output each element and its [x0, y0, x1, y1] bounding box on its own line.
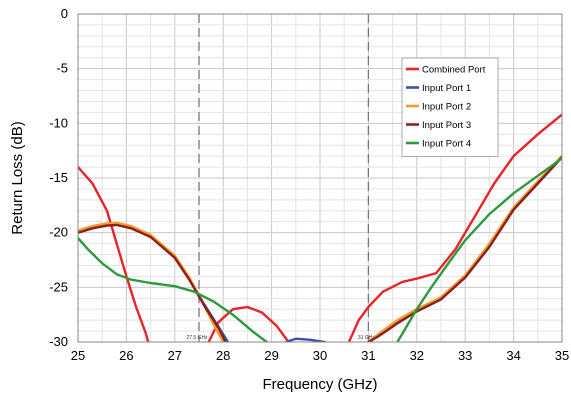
x-tick-label: 29 [264, 348, 278, 363]
y-tick-label: 0 [61, 6, 68, 21]
legend-entry: Input Port 2 [422, 102, 471, 113]
legend: Combined Port Input Port 1 Input Port 2 Inp… [401, 57, 499, 157]
series-line [367, 154, 562, 342]
series-line [284, 337, 326, 342]
marker-label: 31 GHz [358, 335, 375, 341]
series-line [396, 157, 562, 342]
x-tick-label: 27 [168, 348, 182, 363]
y-tick-labels: 0 -5 -10 -15 -20 -25 -30 [49, 6, 68, 349]
series-line [347, 113, 562, 342]
x-tick-label: 30 [313, 348, 327, 363]
x-tick-label: 35 [555, 348, 569, 363]
y-tick-label: -25 [49, 279, 68, 294]
series-lines [78, 113, 562, 342]
frequency-markers: 27.5 GHz 31 GHz [186, 14, 375, 342]
x-tick-label: 25 [71, 348, 85, 363]
series-line [207, 305, 290, 342]
x-tick-label: 31 [361, 348, 375, 363]
series-line [78, 165, 150, 342]
legend-entry: Input Port 3 [422, 120, 471, 131]
series-line [367, 156, 562, 342]
y-tick-label: -30 [49, 334, 68, 349]
x-tick-label: 33 [458, 348, 472, 363]
y-tick-label: -15 [49, 170, 68, 185]
x-tick-label: 34 [506, 348, 520, 363]
series-line [78, 223, 227, 342]
marker-label: 27.5 GHz [186, 335, 208, 341]
legend-entry: Input Port 1 [422, 83, 471, 94]
y-tick-label: -20 [49, 225, 68, 240]
x-tick-label: 32 [410, 348, 424, 363]
legend-entry: Input Port 4 [422, 139, 471, 150]
y-axis-title: Return Loss (dB) [9, 121, 26, 234]
series-line [78, 236, 268, 342]
x-tick-label: 28 [216, 348, 230, 363]
y-tick-label: -10 [49, 115, 68, 130]
x-tick-labels: 25 26 27 28 29 30 31 32 33 34 35 [71, 348, 569, 363]
y-tick-label: -5 [56, 61, 68, 76]
x-axis-title: Frequency (GHz) [262, 376, 377, 393]
legend-entry: Combined Port [422, 65, 486, 76]
x-tick-label: 26 [119, 348, 133, 363]
plot-frame [77, 13, 563, 343]
